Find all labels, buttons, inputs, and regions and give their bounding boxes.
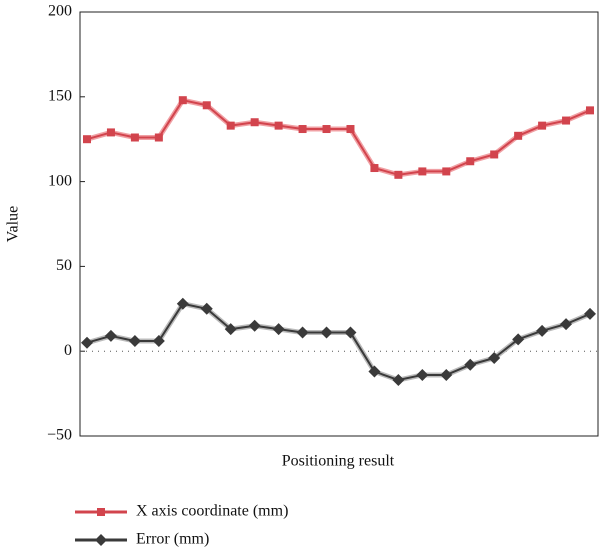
y-tick-label: 150	[48, 87, 72, 104]
legend-label: X axis coordinate (mm)	[136, 503, 288, 520]
marker	[95, 534, 107, 546]
marker	[130, 133, 139, 142]
series-line	[86, 302, 591, 382]
marker	[176, 297, 189, 310]
marker	[442, 167, 451, 176]
marker	[536, 324, 549, 337]
marker	[346, 125, 355, 134]
marker	[152, 335, 165, 348]
marker	[106, 128, 115, 137]
marker	[418, 167, 427, 176]
y-tick-label: 200	[48, 3, 72, 20]
marker	[440, 368, 453, 381]
y-tick-label: 100	[48, 172, 72, 189]
marker	[488, 351, 501, 364]
marker	[274, 121, 283, 130]
marker	[322, 125, 331, 134]
y-axis-label: Value	[5, 206, 22, 242]
marker	[394, 170, 403, 179]
marker	[200, 302, 213, 315]
marker	[248, 319, 261, 332]
marker	[202, 101, 211, 110]
marker	[466, 157, 475, 166]
x-axis-label: Positioning result	[282, 453, 395, 470]
marker	[104, 329, 117, 342]
marker	[512, 333, 525, 346]
marker	[490, 150, 499, 159]
marker	[464, 358, 477, 371]
marker	[81, 336, 93, 349]
marker	[560, 318, 573, 331]
marker	[178, 96, 187, 105]
y-tick-label: 0	[64, 342, 72, 359]
marker	[128, 335, 141, 348]
marker	[586, 106, 594, 115]
marker	[296, 326, 309, 339]
marker	[538, 121, 547, 130]
marker	[250, 118, 259, 127]
marker	[224, 323, 237, 336]
marker	[298, 125, 307, 134]
marker	[562, 116, 571, 125]
marker	[514, 131, 523, 140]
marker	[392, 374, 405, 387]
marker	[272, 323, 285, 336]
marker	[344, 326, 357, 339]
y-tick-label: −50	[47, 427, 72, 444]
plot-frame	[79, 11, 599, 437]
marker	[370, 164, 379, 173]
marker	[83, 135, 91, 144]
marker	[154, 133, 163, 142]
legend-label: Error (mm)	[136, 531, 209, 548]
y-tick-label: 50	[56, 257, 72, 274]
marker	[97, 508, 105, 516]
marker	[416, 368, 429, 381]
marker	[226, 121, 235, 130]
series-line	[86, 99, 591, 176]
marker	[584, 307, 596, 320]
marker	[320, 326, 333, 339]
marker	[368, 365, 381, 378]
